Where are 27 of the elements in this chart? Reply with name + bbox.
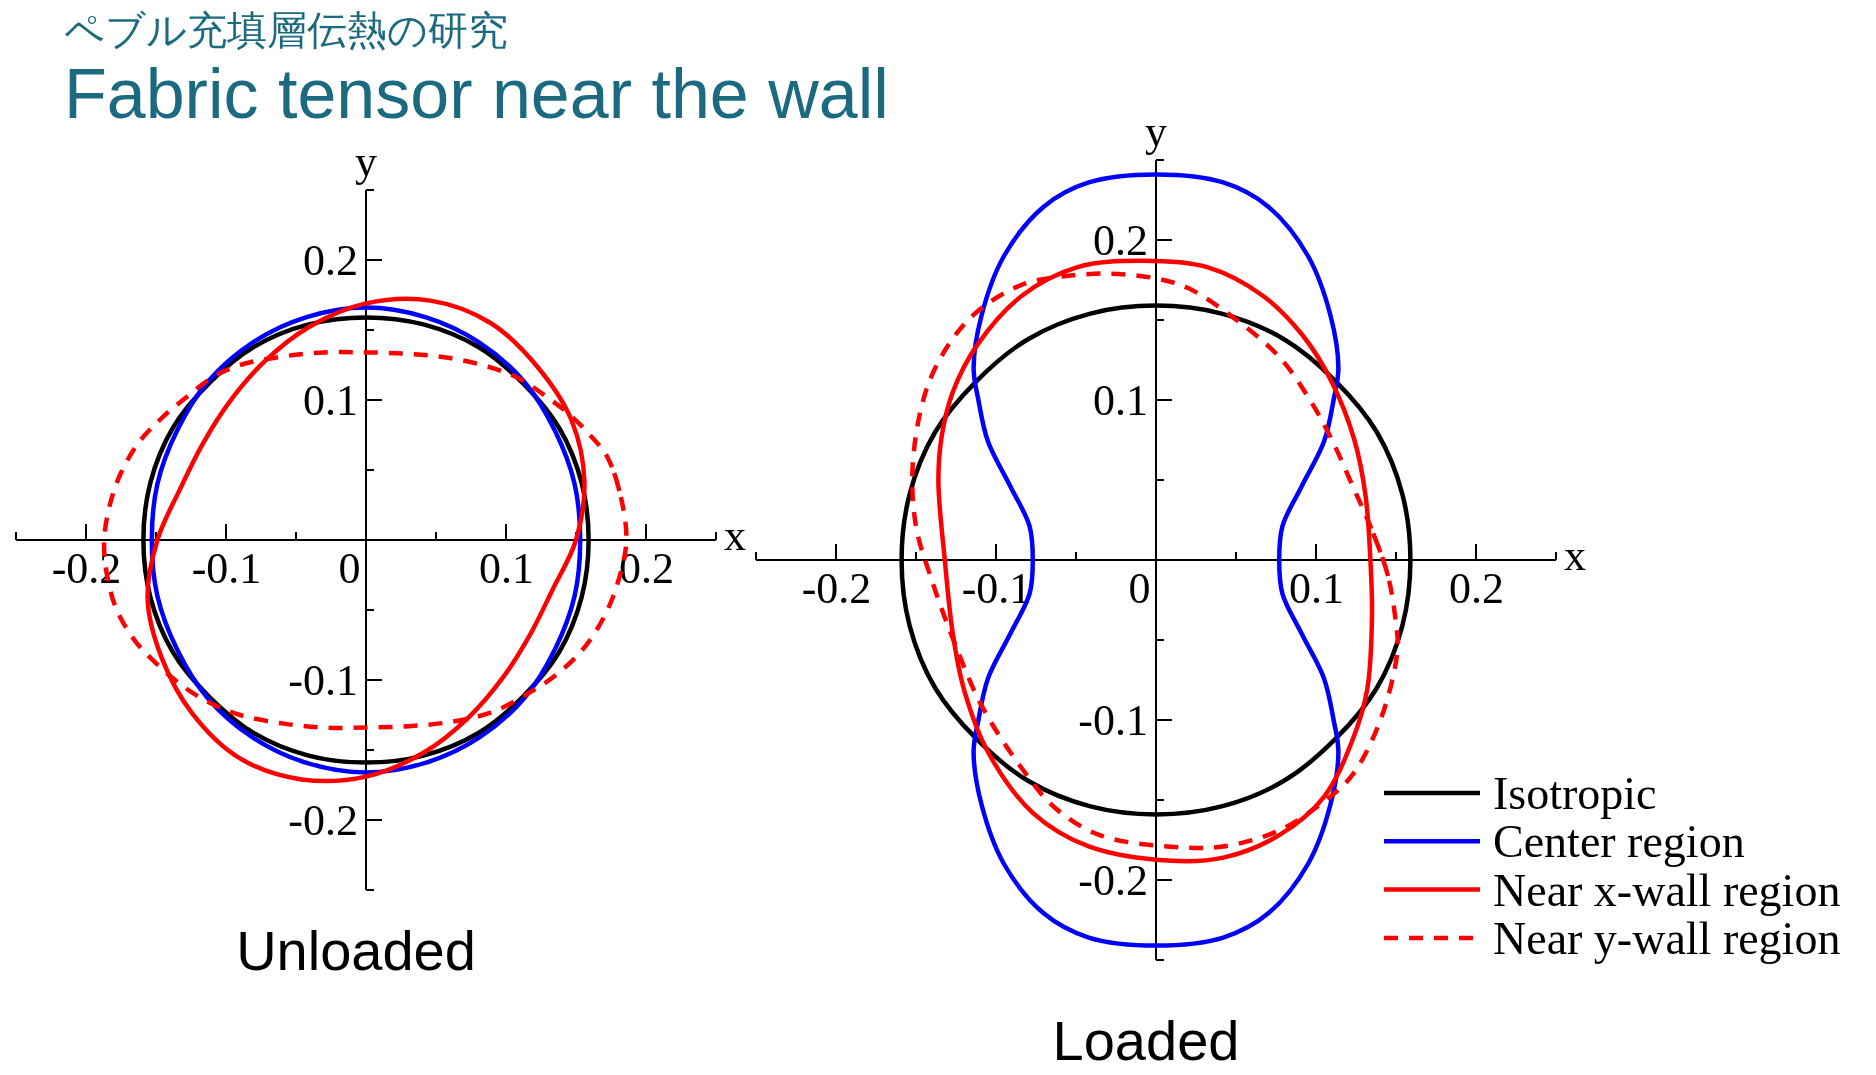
y-tick-label: -0.1 xyxy=(1078,695,1148,745)
y-axis-title: y xyxy=(355,137,377,186)
text: Loaded xyxy=(1052,1009,1240,1072)
x-tick-label: 0.2 xyxy=(619,544,674,594)
y-axis-title: y xyxy=(1145,107,1167,156)
x-tick-label: -0.2 xyxy=(801,564,872,614)
text: Unloaded xyxy=(236,919,476,982)
x-tick-label: -0.1 xyxy=(191,544,262,594)
y-tick-label: 0.1 xyxy=(303,375,358,425)
x-tick-label: 0 xyxy=(1128,564,1151,614)
x-axis-title: x xyxy=(724,511,746,560)
x-tick-label: -0.1 xyxy=(961,564,1032,614)
y-tick-label: -0.2 xyxy=(288,795,358,845)
x-tick-label: 0.1 xyxy=(1289,564,1344,614)
y-tick-label: 0.1 xyxy=(1093,375,1148,425)
x-tick-label: 0.2 xyxy=(1449,564,1504,614)
x-tick-label: 0 xyxy=(338,544,361,594)
x-tick-label: 0.1 xyxy=(479,544,534,594)
y-tick-label: 0.2 xyxy=(303,235,358,285)
y-tick-label: -0.2 xyxy=(1078,855,1148,905)
x-tick-label: -0.2 xyxy=(51,544,122,594)
chart-title: ペブル充填層伝熱の研究 xyxy=(64,7,508,53)
y-tick-label: -0.1 xyxy=(288,655,358,705)
chart-subtitle: Fabric tensor near the wall xyxy=(64,55,889,133)
x-axis-title: x xyxy=(1564,531,1586,580)
legend-label: Isotropic xyxy=(1493,768,1657,820)
y-tick-label: 0.2 xyxy=(1093,215,1148,265)
